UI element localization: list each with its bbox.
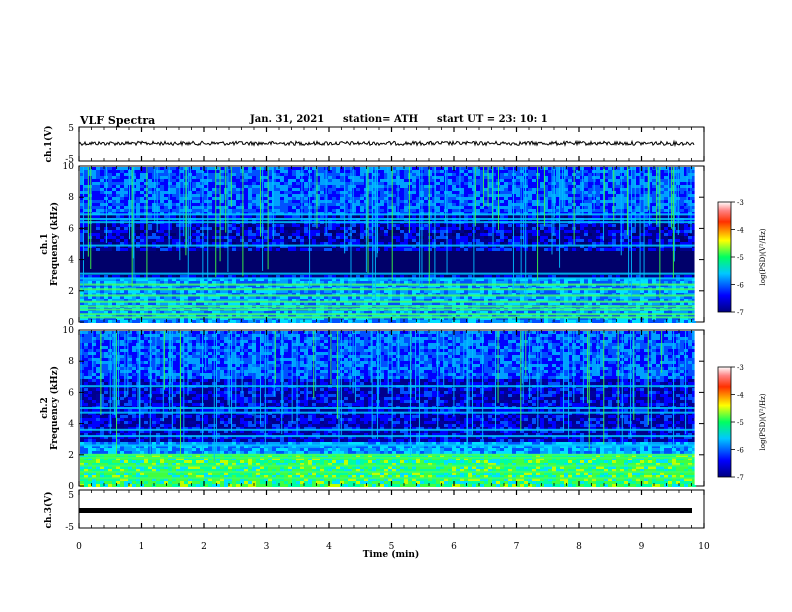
ch1-waveform-ylabel: ch.1(V) xyxy=(43,126,54,163)
colorbar-tick-label: -5 xyxy=(737,254,744,262)
x-tick-label: 2 xyxy=(201,542,207,552)
x-tick-label: 3 xyxy=(264,542,270,552)
ch2-spectrogram-ylabel-freq: Frequency (kHz) xyxy=(49,366,60,450)
freq-tick-label: 2 xyxy=(68,287,74,297)
colorbar-tick-label: -3 xyxy=(737,364,744,372)
x-tick-label: 6 xyxy=(451,542,457,552)
ch3-waveform-panel: 5 -5 ch.3(V) xyxy=(43,490,704,533)
ch1-spectrogram-image xyxy=(80,167,703,323)
colorbar-tick-label: -3 xyxy=(737,199,744,207)
freq-tick-label: 2 xyxy=(68,451,74,461)
freq-tick-label: 10 xyxy=(63,162,75,172)
ch2-colorbar: -3 -4 -5 -6 -7 log(PSD)(V²/Hz) xyxy=(718,364,767,482)
x-tick-label: 9 xyxy=(639,542,645,552)
freq-tick-label: 10 xyxy=(63,326,75,336)
freq-tick-label: 4 xyxy=(68,420,74,430)
freq-tick-label: 4 xyxy=(68,256,74,266)
ch1-colorbar-label: log(PSD)(V²/Hz) xyxy=(759,228,767,285)
ch2-spectrogram-image xyxy=(80,331,703,487)
ch3-waveform-ylabel: ch.3(V) xyxy=(43,492,54,529)
colorbar-tick-label: -6 xyxy=(737,282,744,290)
ch1-spectrogram-ylabel-freq: Frequency (kHz) xyxy=(49,202,60,286)
x-tick-label: 1 xyxy=(139,542,145,552)
x-tick-label: 8 xyxy=(576,542,582,552)
ch2-spectrogram-ylabel-channel: ch.2 xyxy=(40,397,50,418)
x-axis-label: Time (min) xyxy=(363,549,420,560)
ch1-ytick-top: 5 xyxy=(68,124,74,134)
x-tick-label: 7 xyxy=(514,542,520,552)
colorbar-tick-label: -4 xyxy=(737,227,744,235)
x-tick-label: 0 xyxy=(76,542,82,552)
freq-tick-label: 8 xyxy=(68,193,74,203)
colorbar-tick-label: -7 xyxy=(737,309,744,317)
ch3-ytick-top: 5 xyxy=(68,491,74,501)
freq-tick-label: 6 xyxy=(68,388,74,398)
colorbar-tick-label: -4 xyxy=(737,392,744,400)
colorbar-tick-label: -6 xyxy=(737,447,744,455)
ch1-waveform-panel: 5 -5 ch.1(V) xyxy=(43,124,704,165)
ch1-spectrogram-ylabel-channel: ch.1 xyxy=(40,233,50,254)
ch1-colorbar: -3 -4 -5 -6 -7 log(PSD)(V²/Hz) xyxy=(718,199,767,317)
ch3-ytick-bottom: -5 xyxy=(65,523,74,533)
x-tick-label: 10 xyxy=(698,542,710,552)
freq-tick-label: 8 xyxy=(68,357,74,367)
x-tick-label: 4 xyxy=(326,542,332,552)
freq-tick-label: 6 xyxy=(68,224,74,234)
colorbar-tick-label: -7 xyxy=(737,474,744,482)
ch2-colorbar-label: log(PSD)(V²/Hz) xyxy=(759,393,767,450)
ch3-waveform-line xyxy=(79,508,692,513)
colorbar-tick-label: -5 xyxy=(737,419,744,427)
